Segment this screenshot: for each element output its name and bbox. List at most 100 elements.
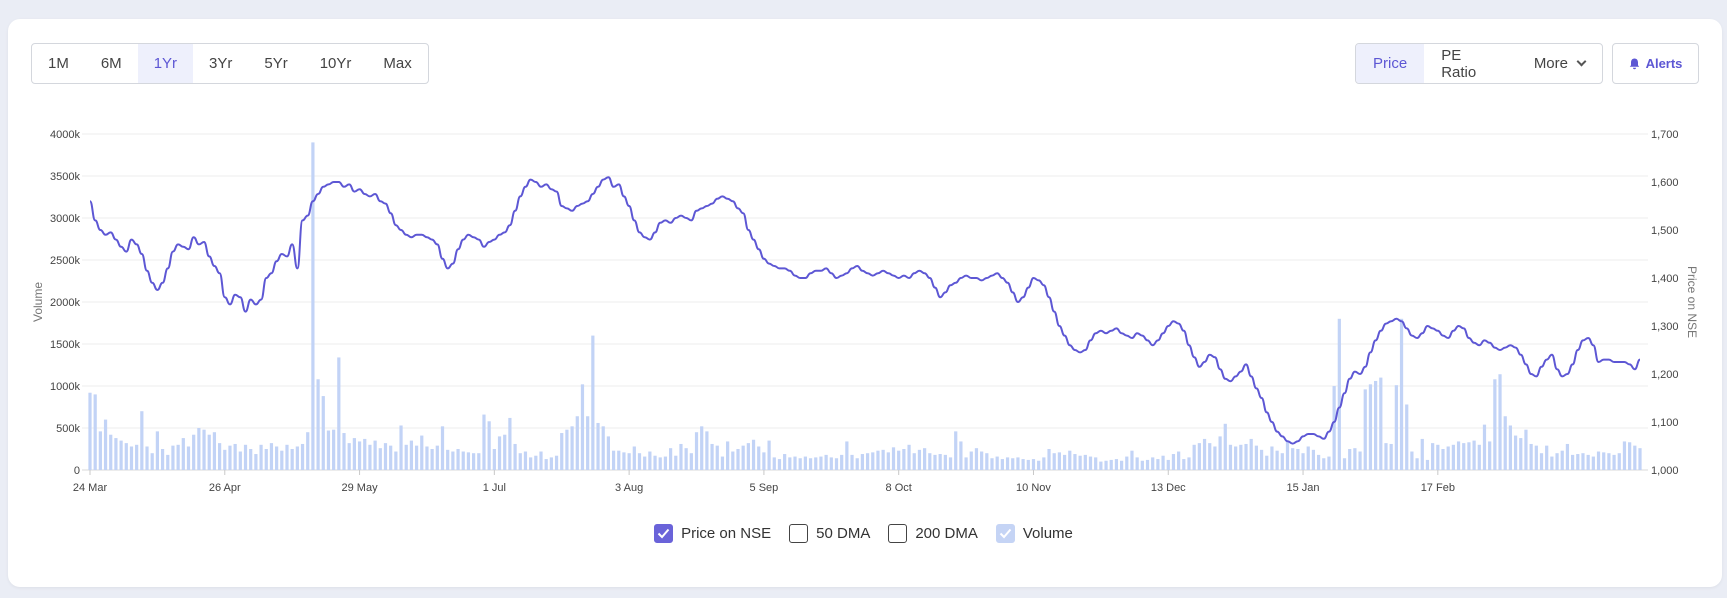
volume-bar <box>259 444 263 470</box>
volume-bar <box>1477 444 1481 470</box>
chart-legend: Price on NSE 50 DMA 200 DMA Volume <box>0 524 1727 543</box>
range-button-3yr[interactable]: 3Yr <box>209 55 233 72</box>
volume-bar <box>798 458 802 470</box>
volume-bar <box>1581 453 1585 470</box>
volume-bar <box>803 456 807 470</box>
volume-bar <box>1177 451 1181 470</box>
volume-bar <box>1399 318 1404 470</box>
volume-bar <box>995 456 999 470</box>
volume-bar <box>1410 451 1414 470</box>
volume-bar <box>1363 389 1367 470</box>
volume-bar <box>503 434 507 470</box>
volume-bar <box>103 419 108 470</box>
volume-bar <box>1244 443 1248 470</box>
legend-item-volume[interactable]: Volume <box>995 524 1073 543</box>
volume-bar <box>845 441 849 470</box>
volume-bar <box>1565 443 1570 470</box>
volume-bar <box>171 445 175 470</box>
volume-bar <box>269 443 274 470</box>
range-button-10yr[interactable]: 10Yr <box>319 55 352 72</box>
volume-bar <box>129 446 134 470</box>
right-tick-label: 1,000 <box>1651 465 1679 477</box>
volume-bar <box>544 459 548 470</box>
volume-bar <box>518 453 522 470</box>
alerts-button[interactable]: Alerts <box>1612 43 1699 84</box>
volume-bar <box>1068 450 1072 470</box>
volume-bar <box>1213 446 1217 470</box>
volume-bar <box>1633 445 1637 470</box>
volume-bar <box>456 449 460 470</box>
x-tick-label: 24 Mar <box>73 482 108 494</box>
volume-bar <box>1498 374 1502 470</box>
volume-bar <box>523 451 528 470</box>
volume-bar <box>1405 404 1409 470</box>
range-button-5yr[interactable]: 5Yr <box>264 55 288 72</box>
volume-bar <box>337 357 341 470</box>
volume-bar <box>1617 453 1621 470</box>
volume-bar <box>1571 454 1575 470</box>
volume-bar <box>1265 455 1269 470</box>
left-tick-label: 2500k <box>50 255 80 267</box>
left-tick-label: 3000k <box>50 213 80 225</box>
volume-bar <box>534 455 538 470</box>
volume-bar <box>124 443 128 470</box>
volume-bar <box>974 448 979 470</box>
right-tick-label: 1,500 <box>1651 225 1679 237</box>
volume-bar <box>622 452 626 470</box>
volume-bar <box>1316 454 1321 470</box>
volume-bar <box>1311 449 1316 470</box>
volume-bar <box>938 454 942 470</box>
volume-bar <box>290 449 294 470</box>
volume-bar <box>902 449 906 470</box>
volume-bar <box>627 453 631 470</box>
legend-checkbox[interactable] <box>995 524 1015 543</box>
volume-bar <box>985 453 989 470</box>
metric-button-more[interactable]: More <box>1517 44 1602 83</box>
range-button-max[interactable]: Max <box>383 55 412 72</box>
volume-bar <box>1576 454 1580 470</box>
volume-bar <box>233 443 237 470</box>
price-line <box>89 176 1641 445</box>
volume-bar <box>342 433 346 470</box>
volume-bar <box>969 451 973 470</box>
volume-bar <box>440 426 445 470</box>
legend-checkbox[interactable] <box>888 524 908 543</box>
volume-bar <box>575 416 579 470</box>
legend-checkbox[interactable] <box>654 524 674 543</box>
volume-bar <box>529 457 533 470</box>
volume-bar <box>166 454 170 470</box>
legend-item-50-dma[interactable]: 50 DMA <box>789 524 870 543</box>
legend-checkbox[interactable] <box>789 524 809 543</box>
metric-button-price[interactable]: Price <box>1356 44 1425 83</box>
volume-bar <box>1462 443 1466 470</box>
volume-bar <box>1280 453 1284 470</box>
legend-item-price-on-nse[interactable]: Price on NSE <box>654 524 771 543</box>
volume-bar <box>446 449 450 470</box>
volume-bar <box>1508 425 1513 470</box>
volume-bar <box>617 450 621 470</box>
metric-button-pe-ratio[interactable]: PE Ratio <box>1424 44 1517 83</box>
volume-bar <box>1057 452 1062 470</box>
volume-bar <box>1249 438 1253 470</box>
volume-bar <box>88 392 92 470</box>
volume-bar <box>482 414 486 470</box>
volume-bar <box>1000 459 1004 470</box>
volume-bar <box>726 441 730 470</box>
volume-bar <box>1037 460 1041 470</box>
volume-bar <box>249 449 253 470</box>
range-button-1m[interactable]: 1M <box>48 55 69 72</box>
volume-bar <box>321 396 325 470</box>
x-tick-label: 3 Aug <box>615 482 643 494</box>
volume-bar <box>368 444 372 470</box>
volume-bar <box>1078 455 1082 470</box>
volume-bar <box>1151 457 1155 470</box>
range-button-6m[interactable]: 6M <box>100 55 122 72</box>
volume-bar <box>181 438 185 470</box>
volume-bar <box>513 443 517 470</box>
legend-item-200-dma[interactable]: 200 DMA <box>888 524 978 543</box>
volume-bar <box>819 456 823 470</box>
range-button-1yr[interactable]: 1Yr <box>137 44 194 83</box>
volume-bar <box>658 457 662 470</box>
volume-bar <box>674 455 678 470</box>
